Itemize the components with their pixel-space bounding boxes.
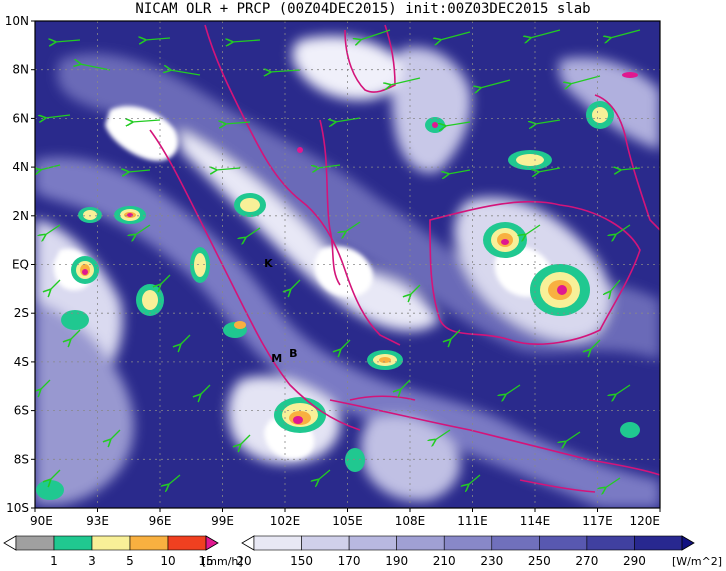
colorbar-segment	[53, 535, 93, 551]
precipitation-cells	[36, 72, 640, 500]
lon-label: 120E	[630, 514, 661, 528]
colorbar-segment	[15, 535, 55, 551]
colorbar-tick-label: 5	[126, 554, 134, 568]
colorbar-segment	[91, 535, 131, 551]
lat-label: 10S	[6, 501, 29, 515]
longitude-labels: 90E 93E 96E 99E 102E 105E 108E 111E 114E 117E 120E	[30, 514, 660, 528]
lon-label: 111E	[457, 514, 488, 528]
colorbar-left-tip	[3, 535, 17, 551]
colorbar-segment	[129, 535, 169, 551]
colorbar-segment	[301, 535, 350, 551]
map-title: NICAM OLR + PRCP (00Z04DEC2015) init:00Z…	[135, 1, 591, 17]
lon-label: 96E	[149, 514, 172, 528]
colorbar-tick-label: 10	[160, 554, 175, 568]
lat-label: 4N	[12, 160, 29, 174]
colorbar-tick-label: 1	[50, 554, 58, 568]
lat-label: 2N	[12, 209, 29, 223]
colorbar-unit: [mm/h]	[202, 555, 243, 568]
lat-label: EQ	[12, 258, 29, 272]
lat-label: 6N	[12, 111, 29, 125]
lon-label: 102E	[270, 514, 301, 528]
colorbar-segment	[443, 535, 493, 551]
lat-label: 4S	[14, 355, 29, 369]
colorbar-unit: [W/m^2]	[672, 555, 722, 568]
lon-label: 99E	[211, 514, 234, 528]
lat-label: 8S	[14, 452, 29, 466]
colorbar-tick-label: 250	[528, 554, 551, 568]
colorbar-tick-label: 20	[236, 554, 251, 568]
lat-label: 10N	[5, 14, 29, 28]
colorbar-tick-label: 190	[385, 554, 408, 568]
colorbar-segment	[396, 535, 445, 551]
colorbar-right-tip	[205, 535, 219, 551]
colorbar-tick-label: 290	[623, 554, 646, 568]
lat-label: 6S	[14, 404, 29, 418]
lon-label: 114E	[520, 514, 551, 528]
lon-label: 90E	[30, 514, 53, 528]
colorbar-segment	[634, 535, 683, 551]
site-marker-b: B	[289, 347, 297, 360]
colorbar-segment	[167, 535, 207, 551]
colorbar-right-tip	[681, 535, 695, 551]
colorbar-tick-label: 270	[575, 554, 598, 568]
lat-label: 2S	[14, 306, 29, 320]
colorbar-segment	[586, 535, 635, 551]
lat-label: 8N	[12, 63, 29, 77]
axis-ticks	[31, 20, 661, 512]
lon-label: 93E	[86, 514, 109, 528]
lon-label: 117E	[582, 514, 613, 528]
colorbar-segment	[348, 535, 397, 551]
latitude-labels: 10N 8N 6N 4N 2N EQ 2S 4S 6S 8S 10S	[5, 14, 29, 515]
colorbar-tick-label: 210	[433, 554, 456, 568]
colorbar-segment	[539, 535, 588, 551]
olr-colorbar: 150 170 190 210 230 250 270 290 [W/m^2]	[241, 535, 722, 568]
colorbar-tick-label: 230	[480, 554, 503, 568]
colorbar-left-tip	[241, 535, 255, 551]
site-marker-k: K	[264, 257, 273, 270]
wind-vectors	[40, 29, 641, 488]
weather-map: 10N 8N 6N 4N 2N EQ 2S 4S 6S 8S 10S 90E 93E 96E 99E 102…	[5, 14, 661, 528]
colorbar-tick-label: 150	[290, 554, 313, 568]
site-markers: K M B	[264, 257, 297, 365]
site-marker-m: M	[271, 352, 282, 365]
colorbar-segment	[253, 535, 302, 551]
coastline	[149, 24, 660, 493]
colorbar-tick-label: 3	[88, 554, 96, 568]
precip-colorbar: 1 3 5 10 15 20[mm/h]	[3, 535, 252, 568]
colorbar-segment	[491, 535, 540, 551]
lon-label: 108E	[395, 514, 426, 528]
colorbar-tick-label: 170	[338, 554, 361, 568]
lon-label: 105E	[332, 514, 363, 528]
colorbar-tick-label: 15	[198, 554, 213, 568]
lat-lon-grid	[35, 21, 660, 508]
